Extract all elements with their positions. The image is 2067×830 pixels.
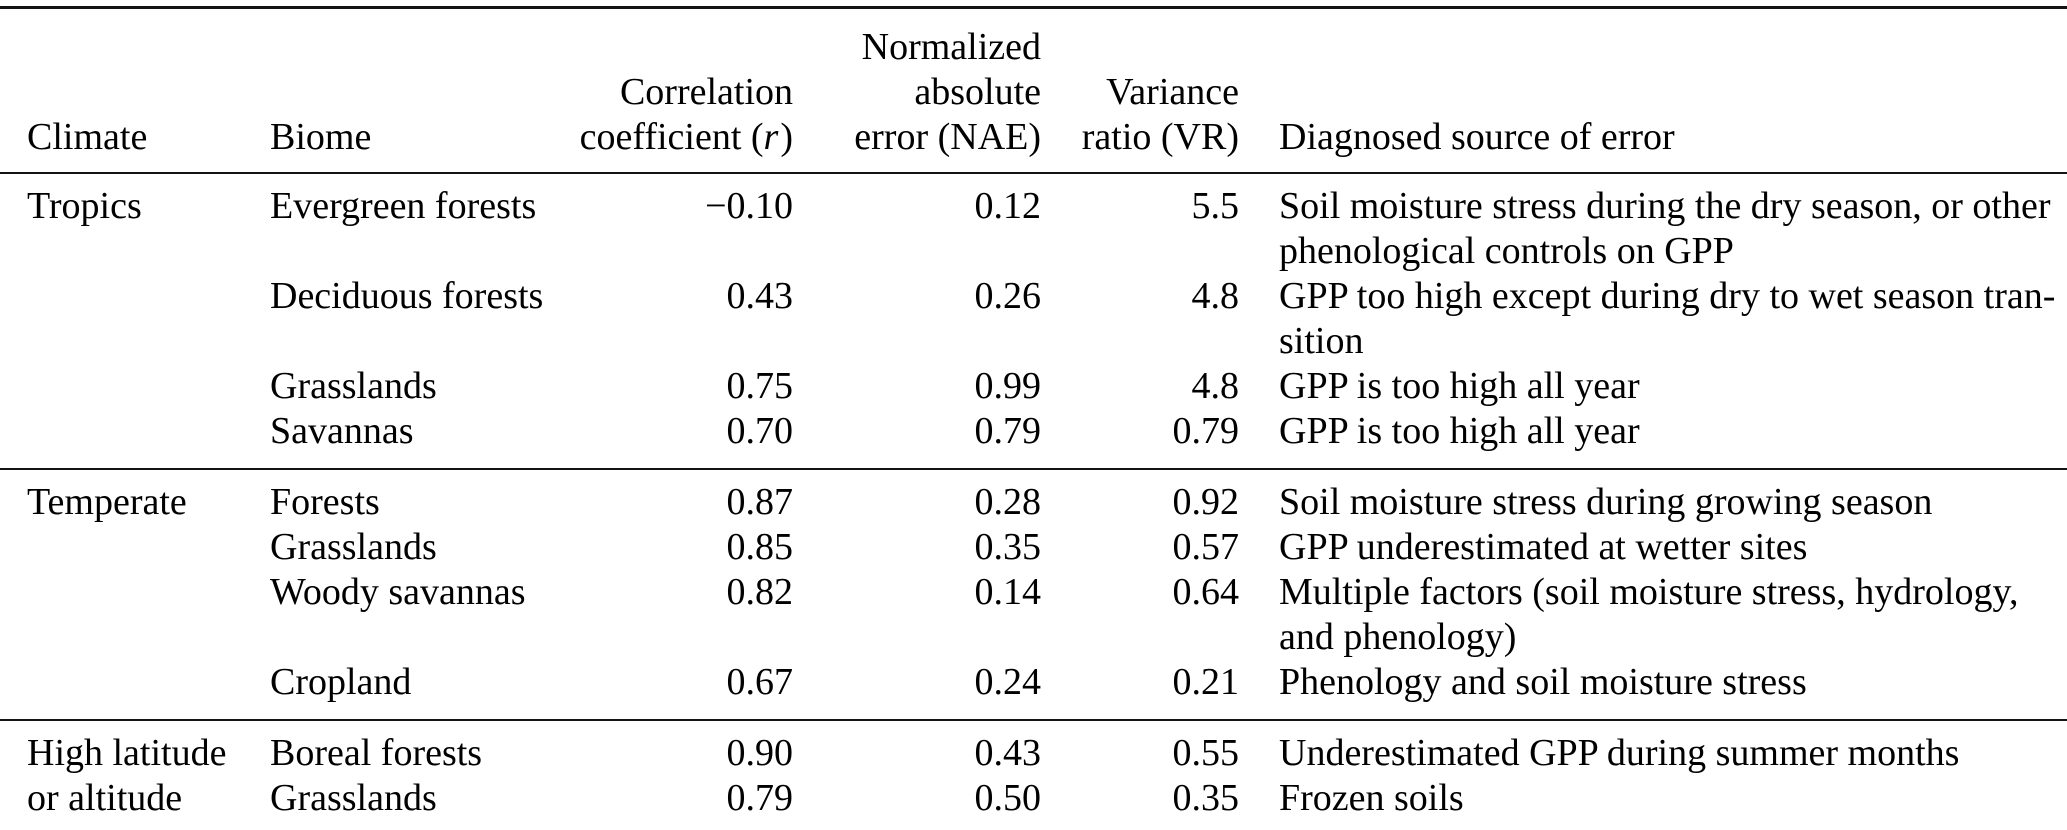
cell-diagnosed-source: GPP underestimated at wetter sites xyxy=(1279,526,1808,568)
header-row: Climate Biome Correlation coefficient (r… xyxy=(0,8,2067,174)
cell-biome: Deciduous forests xyxy=(270,275,544,317)
cell-biome: Boreal forests xyxy=(270,732,483,774)
cell-climate: High latitude xyxy=(27,732,227,774)
cell-climate xyxy=(0,525,270,570)
table-row: Cropland 0.67 0.24 0.21 Phenology and so… xyxy=(0,660,2067,720)
cell-biome: Cropland xyxy=(270,661,412,703)
cell-biome: Forests xyxy=(270,481,380,523)
table-header: Climate Biome Correlation coefficient (r… xyxy=(0,8,2067,174)
cell-climate: or altitude xyxy=(27,777,183,819)
cell-nae: 0.50 xyxy=(974,777,1042,819)
cell-climate xyxy=(0,660,270,720)
r-variable-italic: r xyxy=(763,116,779,158)
section-tropics: Tropics Evergreen forests −0.10 0.12 5.5… xyxy=(0,173,2067,469)
col-header-correlation-coefficient: Correlation coefficient (r) xyxy=(560,8,793,174)
cell-biome: Grasslands xyxy=(270,365,437,407)
cell-diagnosed-source: Multiple factors (soil moisture stress, … xyxy=(1279,571,2019,658)
cell-correlation: 0.82 xyxy=(726,571,794,613)
cell-correlation: 0.67 xyxy=(726,661,794,703)
cell-vr: 5.5 xyxy=(1191,185,1240,227)
cell-biome: Woody savannas xyxy=(270,571,526,613)
table-row: Grasslands 0.75 0.99 4.8 GPP is too high… xyxy=(0,364,2067,409)
cell-biome: Grasslands xyxy=(270,777,437,819)
table-row: Temperate Forests 0.87 0.28 0.92 Soil mo… xyxy=(0,469,2067,525)
table-row: Grasslands 0.85 0.35 0.57 GPP underestim… xyxy=(0,525,2067,570)
cell-diagnosed-source: Phenology and soil moisture stress xyxy=(1279,661,1807,703)
cell-vr: 0.55 xyxy=(1172,732,1240,774)
cell-correlation: 0.90 xyxy=(726,732,794,774)
cell-vr: 0.57 xyxy=(1172,526,1240,568)
col-header-correlation-line2-suffix: ) xyxy=(780,116,793,158)
col-header-biome: Biome xyxy=(270,116,372,158)
cell-biome: Evergreen forests xyxy=(270,185,537,227)
table-row: or altitude Grasslands 0.79 0.50 0.35 Fr… xyxy=(0,776,2067,830)
cell-vr: 0.21 xyxy=(1172,661,1240,703)
cell-climate xyxy=(0,274,270,364)
cell-nae: 0.28 xyxy=(974,481,1042,523)
cell-nae: 0.26 xyxy=(974,275,1042,317)
table-row: Deciduous forests 0.43 0.26 4.8 GPP too … xyxy=(0,274,2067,364)
table-row: Tropics Evergreen forests −0.10 0.12 5.5… xyxy=(0,173,2067,274)
cell-vr: 0.64 xyxy=(1172,571,1240,613)
cell-vr: 0.35 xyxy=(1172,777,1240,819)
cell-vr: 4.8 xyxy=(1191,275,1240,317)
cell-correlation: 0.87 xyxy=(726,481,794,523)
cell-diagnosed-source: Soil moisture stress during the dry seas… xyxy=(1279,185,2051,272)
cell-vr: 0.79 xyxy=(1172,410,1240,452)
col-header-correlation-line1: Correlation xyxy=(619,71,793,113)
col-header-variance-ratio: Variance ratio (VR) xyxy=(1081,71,1239,158)
col-header-correlation-line2-prefix: coefficient ( xyxy=(579,116,764,158)
table-row: Woody savannas 0.82 0.14 0.64 Multiple f… xyxy=(0,570,2067,660)
cell-climate xyxy=(0,570,270,660)
cell-correlation: 0.79 xyxy=(726,777,794,819)
cell-nae: 0.24 xyxy=(974,661,1042,703)
table-row: High latitude Boreal forests 0.90 0.43 0… xyxy=(0,720,2067,776)
cell-nae: 0.14 xyxy=(974,571,1042,613)
cell-nae: 0.12 xyxy=(974,185,1042,227)
section-high-latitude-or-altitude: High latitude Boreal forests 0.90 0.43 0… xyxy=(0,720,2067,830)
cell-climate: Temperate xyxy=(27,481,187,523)
col-header-diagnosed-source: Diagnosed source of error xyxy=(1279,116,1675,158)
table-row: Savannas 0.70 0.79 0.79 GPP is too high … xyxy=(0,409,2067,469)
cell-correlation: 0.70 xyxy=(726,410,794,452)
cell-diagnosed-source: GPP too high except during dry to wet se… xyxy=(1279,275,2056,362)
cell-climate: Tropics xyxy=(27,185,142,227)
cell-correlation: 0.43 xyxy=(726,275,794,317)
results-table: Climate Biome Correlation coefficient (r… xyxy=(0,6,2067,830)
cell-diagnosed-source: GPP is too high all year xyxy=(1279,365,1640,407)
cell-diagnosed-source: GPP is too high all year xyxy=(1279,410,1640,452)
col-header-nae: Normalized absolute error (NAE) xyxy=(854,26,1041,158)
cell-nae: 0.35 xyxy=(974,526,1042,568)
cell-correlation: 0.75 xyxy=(726,365,794,407)
cell-nae: 0.43 xyxy=(974,732,1042,774)
cell-correlation: −0.10 xyxy=(705,185,793,227)
cell-vr: 4.8 xyxy=(1191,365,1240,407)
cell-diagnosed-source: Soil moisture stress during growing seas… xyxy=(1279,481,1933,523)
cell-correlation: 0.85 xyxy=(726,526,794,568)
section-temperate: Temperate Forests 0.87 0.28 0.92 Soil mo… xyxy=(0,469,2067,720)
cell-diagnosed-source: Underestimated GPP during summer months xyxy=(1279,732,1960,774)
cell-climate xyxy=(0,409,270,469)
cell-biome: Savannas xyxy=(270,410,414,452)
cell-biome: Grasslands xyxy=(270,526,437,568)
cell-climate xyxy=(0,364,270,409)
col-header-correlation-line2: coefficient (r) xyxy=(560,115,793,160)
cell-diagnosed-source: Frozen soils xyxy=(1279,777,1464,819)
cell-vr: 0.92 xyxy=(1172,481,1240,523)
cell-nae: 0.79 xyxy=(974,410,1042,452)
cell-nae: 0.99 xyxy=(974,365,1042,407)
col-header-climate: Climate xyxy=(27,116,148,158)
